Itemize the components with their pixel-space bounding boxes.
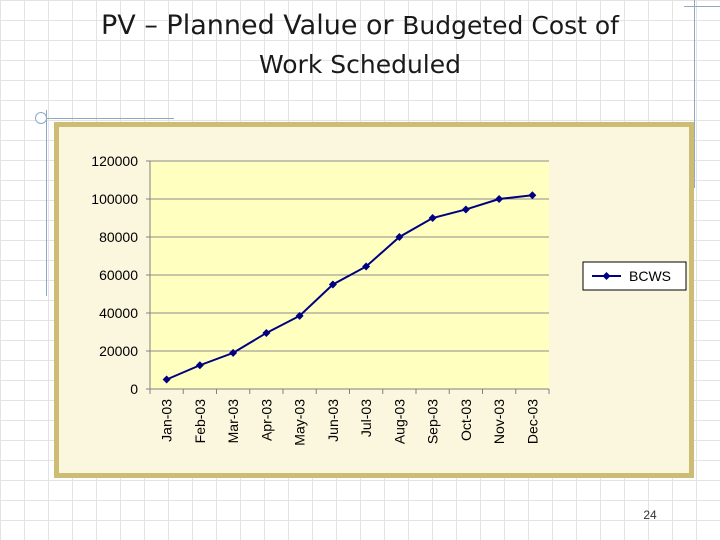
x-tick-label: Apr-03 bbox=[258, 399, 274, 441]
decorative-right-line bbox=[694, 0, 695, 188]
x-tick-label: Jan-03 bbox=[159, 399, 175, 442]
x-tick-label: Feb-03 bbox=[192, 399, 208, 444]
legend-marker bbox=[602, 272, 611, 280]
y-tick-label: 40000 bbox=[99, 305, 138, 321]
decorative-horizontal-line bbox=[38, 118, 174, 119]
data-point-aug-03 bbox=[395, 233, 404, 241]
y-tick-label: 60000 bbox=[99, 267, 138, 283]
x-tick-label: May-03 bbox=[292, 399, 308, 446]
decorative-vertical-line bbox=[46, 110, 47, 296]
data-point-oct-03 bbox=[461, 205, 470, 214]
slide-title-line-2: Work Scheduled bbox=[258, 50, 461, 79]
title-part-2: Budgeted Cost of bbox=[402, 11, 619, 40]
decorative-top-right-line bbox=[684, 6, 720, 7]
data-point-dec-03 bbox=[528, 191, 537, 200]
data-point-mar-03 bbox=[229, 348, 238, 357]
x-tick-label: Aug-03 bbox=[391, 399, 407, 444]
x-tick-label: Nov-03 bbox=[491, 399, 507, 444]
y-tick-label: 80000 bbox=[99, 229, 138, 245]
y-tick-label: 100000 bbox=[91, 191, 138, 207]
slide-title-line-1: PV – Planned Value or Budgeted Cost of bbox=[0, 10, 720, 41]
page-number: 24 bbox=[643, 508, 657, 522]
y-tick-label: 120000 bbox=[91, 153, 138, 169]
chart-frame: 0 20000 40000 60000 80000 100000 120000 Jan-03 F… bbox=[54, 122, 694, 478]
x-tick-label: Sep-03 bbox=[425, 399, 441, 444]
bcws-line-chart: 0 20000 40000 60000 80000 100000 120000 Jan-03 F… bbox=[91, 153, 687, 446]
y-tick-label: 0 bbox=[130, 381, 138, 397]
series-line-bcws bbox=[166, 194, 533, 381]
data-point-jun-03 bbox=[328, 280, 337, 289]
data-point-feb-03 bbox=[195, 361, 204, 370]
legend-label: BCWS bbox=[629, 268, 671, 284]
x-tick-label: Dec-03 bbox=[524, 399, 540, 444]
title-part-1: PV – Planned Value or bbox=[101, 10, 394, 41]
x-tick-label: Oct-03 bbox=[458, 399, 474, 441]
x-tick-label: Mar-03 bbox=[225, 399, 241, 444]
x-tick-label: Jun-03 bbox=[325, 399, 341, 442]
data-point-may-03 bbox=[295, 311, 304, 320]
data-point-jul-03 bbox=[362, 262, 371, 271]
data-point-jan-03 bbox=[162, 375, 171, 384]
y-tick-label: 20000 bbox=[99, 343, 138, 359]
data-point-sep-03 bbox=[428, 214, 437, 222]
data-point-nov-03 bbox=[495, 195, 504, 203]
decorative-circle bbox=[35, 112, 47, 124]
data-point-apr-03 bbox=[262, 328, 271, 337]
x-tick-label: Jul-03 bbox=[358, 399, 374, 437]
